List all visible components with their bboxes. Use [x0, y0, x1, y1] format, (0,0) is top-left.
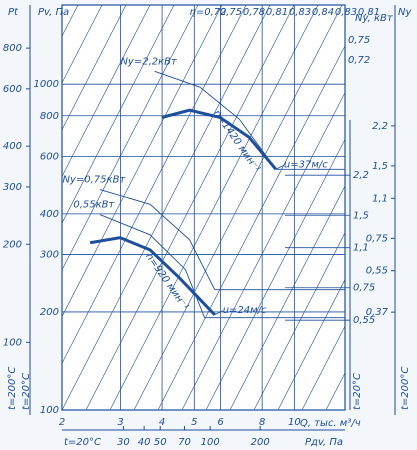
diagonal-line: [0, 5, 54, 410]
y4-condition: t=200°C: [400, 367, 411, 410]
diagonal-line: [205, 138, 345, 410]
y-tick-label: 800: [40, 111, 59, 122]
x-tick-label: 3: [117, 417, 123, 428]
y2-tick-label: 1,1: [353, 243, 369, 254]
y3-axis-title: Pt: [8, 7, 19, 18]
diagonal-line: [181, 91, 345, 410]
x-tick-label: 4: [159, 417, 165, 428]
y-tick-label: 100: [40, 405, 59, 416]
x-tick-label: 6: [217, 417, 223, 428]
y4-axis-title: Ny: [398, 7, 412, 18]
plot-frame: [61, 4, 346, 411]
diagonal-line: [229, 185, 345, 410]
x2-tick-label: 40: [138, 437, 151, 448]
diagonal-line: [133, 5, 343, 410]
y3-tick-label: 300: [3, 182, 22, 193]
x-tick-label: 5: [191, 417, 197, 428]
diagonal-line: [62, 5, 199, 271]
velocity-leader: [275, 164, 285, 170]
power-curve-label: 0,55кВт: [73, 200, 115, 211]
efficiency-label: 0,75: [220, 7, 242, 18]
efficiency-label: 0,75: [348, 35, 370, 46]
y2-tick-label: 2,2: [353, 170, 369, 181]
y4-tick-label: 0,37: [366, 307, 389, 318]
diagonal-line: [62, 5, 223, 318]
diagonal-line: [301, 325, 345, 410]
diagonal-line: [0, 5, 30, 410]
y4-tick-label: 0,55: [366, 266, 388, 277]
y-tick-label: 1000: [34, 79, 59, 90]
x-tick-label: 10: [288, 417, 301, 428]
diagonal-line: [253, 232, 345, 410]
efficiency-label: 0,78: [243, 7, 265, 18]
y4-tick-label: 0,75: [366, 233, 388, 244]
performance-curve: [89, 236, 216, 316]
x2-tick-label: 30: [117, 437, 130, 448]
efficiency-label: 0,81: [266, 7, 288, 18]
x-axis-title: Q, тыс. м³/ч: [300, 418, 361, 429]
y-tick-label: 600: [40, 151, 59, 162]
velocity-leader: [214, 310, 223, 316]
diagonal-line: [62, 5, 247, 364]
diagonal-line: [109, 5, 319, 410]
y4-tick-label: 1,5: [372, 161, 388, 172]
diagonal-line: [398, 5, 417, 410]
y3-tick-label: 100: [3, 337, 22, 348]
x2-axis-title: Pдv, Па: [305, 437, 343, 448]
y3-tick-label: 600: [3, 84, 22, 95]
y3-condition: t=200°C: [7, 367, 18, 410]
y-tick-label: 400: [40, 209, 59, 220]
x2-tick-label: 50: [154, 437, 167, 448]
y2-tick-label: 1,5: [353, 210, 369, 221]
x-tick-label: 8: [259, 417, 265, 428]
efficiency-label: 0,72: [348, 55, 370, 66]
y2-condition: t=20°C: [352, 373, 363, 410]
diagonal-line: [277, 278, 345, 410]
performance-curve: [161, 108, 278, 171]
efficiency-label: 0,83: [289, 7, 311, 18]
y3-tick-label: 400: [3, 141, 22, 152]
y3-condition: t=20°C: [21, 373, 32, 410]
x2-condition: t=20°C: [64, 437, 101, 448]
x2-tick-label: 100: [201, 437, 220, 448]
x-tick-label: 2: [59, 417, 65, 428]
diagonal-line: [62, 5, 127, 131]
y2-tick-label: 0,55: [353, 315, 375, 326]
y-tick-label: 300: [40, 250, 59, 261]
x2-tick-label: 200: [251, 437, 270, 448]
y-tick-label: 200: [40, 307, 59, 318]
efficiency-label: η=0,72: [190, 7, 227, 18]
power-curve: [99, 189, 216, 290]
y2-tick-label: 0,75: [353, 283, 375, 294]
efficiency-label: 0,84: [312, 7, 334, 18]
x2-tick-label: 70: [178, 437, 191, 448]
y4-tick-label: 1,1: [372, 193, 388, 204]
velocity-label: u=37м/с: [284, 159, 328, 170]
y3-tick-label: 800: [3, 43, 22, 54]
y-axis-title: Pv, Па: [38, 7, 69, 18]
efficiency-label: 0,81: [358, 7, 380, 18]
diagonal-line: [62, 5, 175, 224]
diagonal-line: [62, 5, 271, 410]
diagonal-line: [62, 5, 103, 84]
y4-tick-label: 2,2: [372, 121, 388, 132]
velocity-label: u=24м/с: [223, 305, 267, 316]
power-curve-label: Ny=2,2кВт: [120, 56, 178, 67]
diagonal-line: [0, 5, 6, 410]
efficiency-label: 0,83: [335, 7, 357, 18]
diagonal-line: [62, 5, 151, 178]
power-curve-label: Ny=0,75кВт: [62, 175, 126, 186]
power-curve: [154, 70, 277, 170]
y3-tick-label: 200: [3, 239, 22, 250]
y2-axis-title: Ny, кВт: [355, 13, 394, 24]
